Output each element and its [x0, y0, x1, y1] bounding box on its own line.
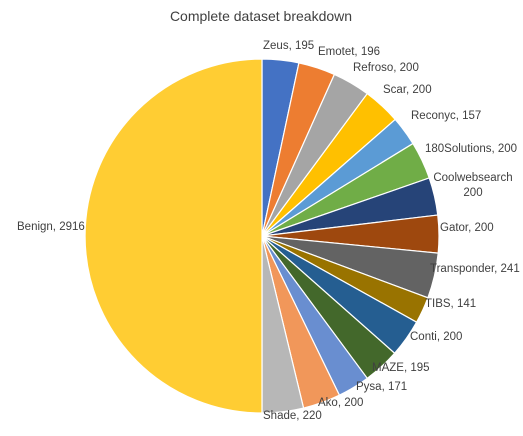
data-label-pysa: Pysa, 171: [356, 381, 407, 393]
data-label-tibs: TIBS, 141: [425, 298, 476, 310]
data-label-maze: MAZE, 195: [372, 362, 430, 374]
data-label-scar: Scar, 200: [383, 84, 432, 96]
data-label-reconyc: Reconyc, 157: [411, 110, 481, 122]
data-label-benign: Benign, 2916: [17, 221, 85, 233]
data-label-refroso: Refroso, 200: [353, 62, 419, 74]
slices-layer: [84, 58, 440, 414]
data-label-shade: Shade, 220: [263, 410, 322, 422]
labels-layer: Zeus, 195 Emotet, 196 Refroso, 200 Scar, 20…: [17, 40, 520, 422]
data-label-conti: Conti, 200: [410, 331, 462, 343]
data-label-ako: Ako, 200: [318, 397, 363, 409]
data-label-transponder: Transponder, 241: [430, 263, 520, 275]
pie-slice-benign: [84, 58, 263, 414]
data-label-emotet: Emotet, 196: [318, 46, 380, 58]
chart-title: Complete dataset breakdown: [170, 8, 352, 24]
data-label-coolwebsearch: Coolwebsearch 200: [433, 172, 512, 199]
data-label-zeus: Zeus, 195: [263, 40, 314, 52]
data-label-180solutions: 180Solutions, 200: [425, 143, 517, 155]
data-label-gator: Gator, 200: [440, 222, 494, 234]
